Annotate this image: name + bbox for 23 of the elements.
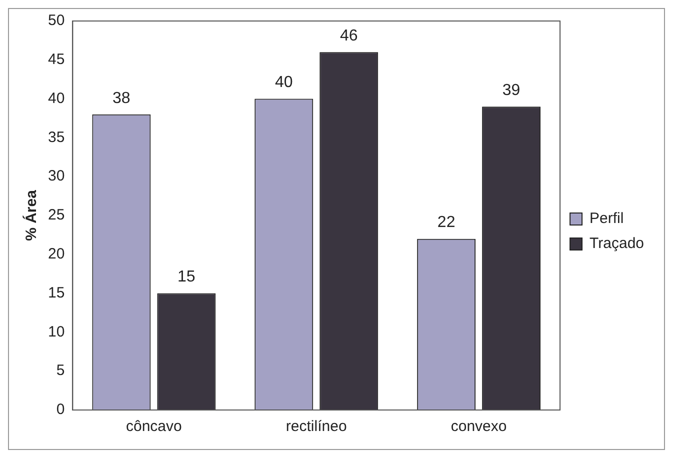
data-label: 38 [112,90,130,107]
x-tick-label: convexo [450,418,507,436]
y-tick-label: 35 [48,128,65,146]
y-tick-label: 15 [48,284,65,302]
data-label: 39 [502,82,520,99]
legend-label: Traçado [590,235,644,252]
y-axis-title: % Área [22,189,40,241]
y-tick-label: 40 [48,90,65,107]
data-label: 46 [340,28,358,45]
y-tick-label: 0 [56,401,65,418]
y-tick-label: 50 [48,12,65,30]
data-label: 40 [274,74,293,92]
x-tick-label: rectilíneo [286,418,347,436]
y-tick-label: 30 [48,168,65,185]
y-tick-label: 25 [48,206,65,224]
y-tick-label: 45 [48,51,65,68]
y-tick-label: 20 [48,246,65,263]
data-label: 15 [178,268,196,286]
y-tick-label: 10 [48,323,65,340]
data-label: 22 [437,214,456,232]
legend-label: Perfil [590,210,624,228]
x-tick-label: côncavo [126,418,182,436]
y-tick-label: 5 [56,362,65,380]
